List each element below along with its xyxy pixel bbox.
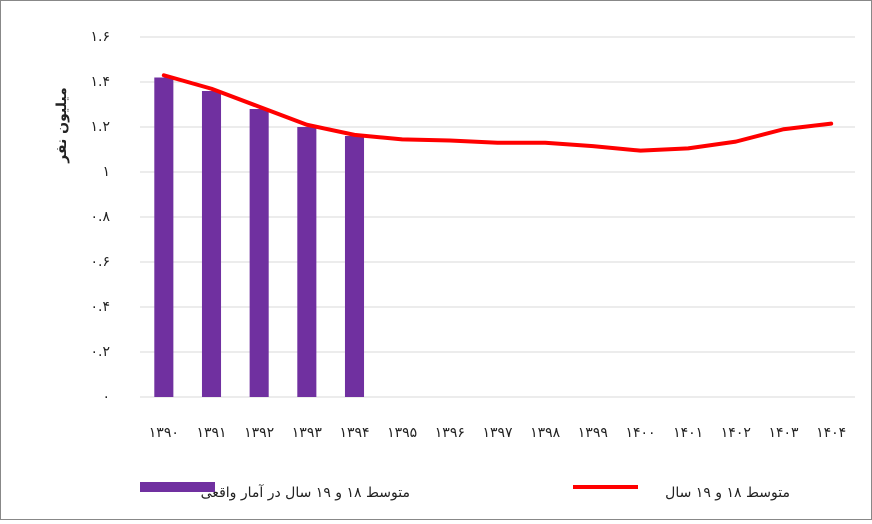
- y-tick-label: ۰.۲: [91, 344, 111, 360]
- y-tick-label: ۰: [102, 389, 110, 405]
- x-tick-label: ۱۳۹۲: [244, 425, 274, 441]
- legend-swatch: [140, 482, 215, 492]
- y-tick-label: ۰.۴: [91, 299, 111, 315]
- x-tick-label: ۱۳۹۴: [339, 425, 369, 441]
- bar: [249, 109, 269, 397]
- x-tick-label: ۱۴۰۰: [625, 425, 655, 441]
- x-tick-label: ۱۴۰۳: [768, 425, 799, 441]
- x-tick-label: ۱۳۹۱: [196, 425, 226, 441]
- x-tick-label: ۱۳۹۷: [482, 425, 513, 441]
- bar: [297, 127, 317, 397]
- x-tick-label: ۱۳۹۳: [292, 425, 323, 441]
- y-axis-label: میلیون نفر: [54, 87, 70, 163]
- legend-label: متوسط ۱۸ و ۱۹ سال در آمار واقعی: [201, 484, 410, 501]
- x-tick-label: ۱۴۰۱: [673, 425, 703, 441]
- x-tick-label: ۱۴۰۲: [721, 425, 751, 441]
- x-tick-label: ۱۳۹۶: [435, 425, 465, 441]
- y-tick-label: ۱.۶: [91, 29, 111, 45]
- x-tick-label: ۱۴۰۴: [816, 425, 846, 441]
- x-tick-label: ۱۳۹۵: [387, 425, 417, 441]
- y-tick-label: ۰.۶: [91, 254, 111, 270]
- x-tick-label: ۱۳۹۰: [149, 425, 179, 441]
- x-tick-label: ۱۳۹۹: [578, 425, 608, 441]
- legend-label: متوسط ۱۸ و ۱۹ سال: [665, 485, 790, 501]
- line: [161, 73, 834, 153]
- x-tick-label: ۱۳۹۸: [530, 425, 561, 441]
- bar: [154, 77, 174, 397]
- y-tick-label: ۱.۲: [91, 119, 111, 135]
- y-tick-label: ۱: [102, 164, 110, 180]
- bar: [344, 136, 365, 397]
- bar: [201, 91, 222, 397]
- y-tick-label: ۱.۴: [91, 74, 111, 90]
- y-tick-label: ۰.۸: [91, 209, 111, 225]
